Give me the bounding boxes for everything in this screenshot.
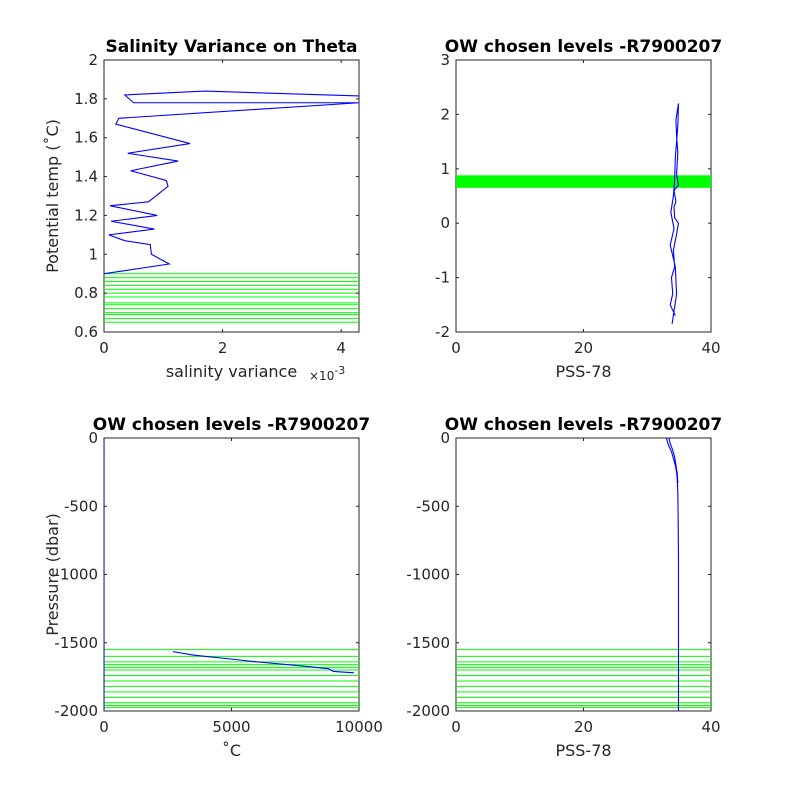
series-line-0 — [104, 90, 359, 275]
series-line-1 — [668, 438, 679, 484]
x-axis-label: ˚C — [222, 741, 241, 760]
y-tick-label: 0 — [440, 429, 450, 447]
plot-content — [456, 103, 711, 324]
x-axis-label: salinity variance — [166, 362, 297, 381]
plot-area — [455, 59, 712, 333]
x-tick-label: 5000 — [212, 718, 250, 736]
y-tick-label: 2 — [440, 105, 450, 123]
plot-area — [103, 59, 360, 333]
chart-panel-p2: 0 20 40 -2 -1 0 1 2 3OW chosen levels -R7900207 P… — [435, 37, 722, 381]
x-tick-label: 40 — [701, 718, 720, 736]
x-axis-label: PSS-78 — [555, 362, 611, 381]
chart-title: OW chosen levels -R7900207 — [445, 415, 722, 435]
y-tick-label: -500 — [416, 497, 450, 515]
y-tick-label: -500 — [64, 497, 98, 515]
y-axis-label: Potential temp (˚C) — [43, 119, 62, 273]
y-tick-label: -2 — [435, 323, 450, 341]
x-tick-label: 20 — [574, 339, 593, 357]
x-tick-label: 0 — [99, 339, 109, 357]
x-tick-label: 0 — [99, 718, 109, 736]
chart-title: OW chosen levels -R7900207 — [445, 37, 722, 57]
y-tick-label: 0.6 — [74, 323, 98, 341]
plot-content — [456, 438, 711, 711]
y-tick-label: 1 — [440, 160, 450, 178]
series-line-1 — [172, 651, 354, 674]
x-tick-label: 10000 — [335, 718, 383, 736]
x-tick-label: 0 — [451, 718, 461, 736]
y-tick-label: -1000 — [406, 566, 450, 584]
chart-title: Salinity Variance on Theta — [106, 37, 358, 57]
y-tick-label: 1.8 — [74, 90, 98, 108]
plot-area — [103, 437, 360, 712]
x-tick-label: 2 — [218, 339, 228, 357]
y-tick-label: 0.8 — [74, 284, 98, 302]
chart-panel-p1: 0 2 4 0.6 0.8 1 1.2 1.4 1.6 1.8 2 Salinity Variance… — [43, 37, 360, 383]
plot-area — [455, 437, 712, 712]
x-axis-label: PSS-78 — [555, 741, 611, 760]
y-tick-label: 1.4 — [74, 168, 98, 186]
y-tick-label: -1000 — [54, 566, 98, 584]
x-tick-label: 20 — [574, 718, 593, 736]
y-tick-label: 1 — [88, 245, 98, 263]
y-axis-label: Pressure (dbar) — [43, 513, 62, 636]
chart-title: OW chosen levels -R7900207 — [93, 415, 370, 435]
x-tick-label: 0 — [451, 339, 461, 357]
x-tick-label: 4 — [336, 339, 346, 357]
y-tick-label: 0 — [440, 214, 450, 232]
y-tick-label: 1.6 — [74, 129, 98, 147]
y-tick-label: 2 — [88, 51, 98, 69]
y-tick-label: 0 — [88, 429, 98, 447]
series-line-0 — [669, 103, 680, 324]
plot-content — [104, 438, 359, 711]
y-tick-label: -2000 — [54, 702, 98, 720]
x-axis-exponent: ×10-3 — [309, 364, 345, 383]
level-band — [456, 175, 711, 188]
x-tick-label: 40 — [701, 339, 720, 357]
y-tick-label: 1.2 — [74, 206, 98, 224]
y-tick-label: -1 — [435, 269, 450, 287]
plot-content — [104, 90, 359, 323]
y-tick-label: -1500 — [54, 634, 98, 652]
y-tick-label: -2000 — [406, 702, 450, 720]
y-tick-label: -1500 — [406, 634, 450, 652]
y-tick-label: 3 — [440, 51, 450, 69]
